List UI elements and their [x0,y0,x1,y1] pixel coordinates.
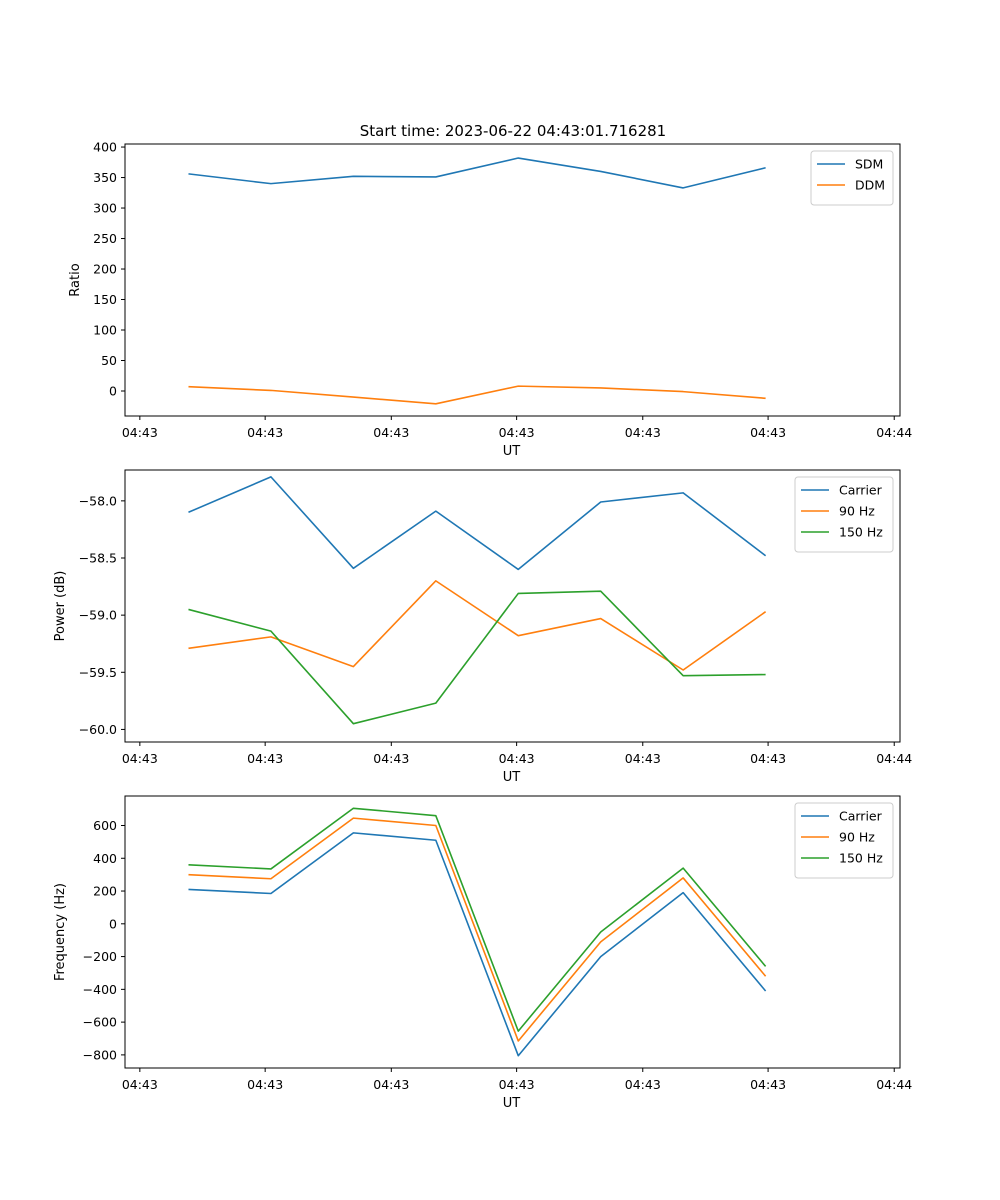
y-tick-label: 600 [93,818,117,833]
series-line-sdm [188,157,766,189]
x-tick-label: 04:43 [247,751,283,766]
y-tick-label: 400 [93,851,117,866]
series-line-ddm [188,385,766,405]
legend-label: 90 Hz [839,504,875,519]
x-tick-label: 04:43 [499,425,535,440]
x-tick-label: 04:43 [247,1077,283,1092]
legend-label: 150 Hz [839,851,883,866]
y-tick-label: −800 [83,1047,117,1062]
x-tick-label: 04:44 [876,425,912,440]
legend: Carrier 90 Hz 150 Hz [794,476,894,553]
subplot-3: −800 −600 −400 −200 0 200 400 600 04:43 04:43 04:4… [53,795,912,1111]
legend-frame [794,802,894,879]
y-tick-label: 0 [109,916,117,931]
y-tick-label: 150 [93,292,117,307]
axes-frame [124,143,901,417]
x-tick-label: 04:43 [499,751,535,766]
legend: SDM DDM [810,150,894,206]
y-tick-label: 200 [93,884,117,899]
series-line-90-hz [188,817,767,1042]
x-axis-label: UT [503,1096,521,1111]
series-line-150-hz [188,807,767,1032]
y-tick-label: −58.5 [79,551,117,566]
x-tick-label: 04:43 [625,425,661,440]
y-axis-label: Ratio [68,263,83,296]
x-tick-label: 04:43 [122,751,158,766]
y-tick-label: 50 [101,353,117,368]
x-tick-label: 04:43 [122,425,158,440]
x-tick-label: 04:43 [373,1077,409,1092]
y-tick-label: 350 [93,170,117,185]
y-axis-label: Frequency (Hz) [53,883,68,981]
x-tick-label: 04:43 [122,1077,158,1092]
x-tick-label: 04:43 [373,751,409,766]
x-tick-label: 04:43 [625,751,661,766]
y-tick-label: 300 [93,201,117,216]
series-line-carrier [188,476,767,571]
x-tick-label: 04:43 [373,425,409,440]
legend-label: DDM [855,178,885,193]
legend-label: Carrier [839,483,883,498]
subplot-1: 0 50 100 150 200 250 300 350 400 04:43 04:43 04:43 0… [68,140,912,459]
y-tick-label: −200 [83,949,117,964]
y-tick-label: −59.0 [79,608,117,623]
axes-frame [124,469,901,743]
subplots: 0 50 100 150 200 250 300 350 400 04:43 04:43 04:43 0… [53,140,912,1111]
y-tick-label: −59.5 [79,665,117,680]
legend: Carrier 90 Hz 150 Hz [794,802,894,879]
y-tick-label: −58.0 [79,493,117,508]
y-tick-label: 200 [93,262,117,277]
series-line-150-hz [188,590,766,725]
y-axis-label: Power (dB) [53,571,68,642]
x-axis-label: UT [503,444,521,459]
x-tick-label: 04:43 [750,425,786,440]
figure-title: Start time: 2023-06-22 04:43:01.716281 [360,122,666,140]
x-tick-label: 04:43 [750,1077,786,1092]
x-axis-label: UT [503,770,521,785]
legend-label: Carrier [839,809,883,824]
y-tick-label: 250 [93,231,117,246]
series-line-carrier [188,832,767,1057]
y-tick-label: 100 [93,323,117,338]
legend-frame [794,476,894,553]
x-tick-label: 04:43 [625,1077,661,1092]
y-tick-label: 0 [109,383,117,398]
y-tick-label: −60.0 [79,722,117,737]
y-tick-label: −400 [83,982,117,997]
legend-label: SDM [855,157,883,172]
axes-frame [124,795,901,1069]
x-tick-label: 04:44 [876,1077,912,1092]
x-tick-label: 04:43 [499,1077,535,1092]
x-tick-label: 04:43 [247,425,283,440]
legend-label: 150 Hz [839,525,883,540]
y-tick-label: 400 [93,140,117,155]
subplot-2: −58.0 −58.5 −59.0 −59.5 −60.0 04:43 04:43 04:43… [53,469,912,785]
x-tick-label: 04:44 [876,751,912,766]
x-tick-label: 04:43 [750,751,786,766]
y-tick-label: −600 [83,1015,117,1030]
legend-label: 90 Hz [839,830,875,845]
